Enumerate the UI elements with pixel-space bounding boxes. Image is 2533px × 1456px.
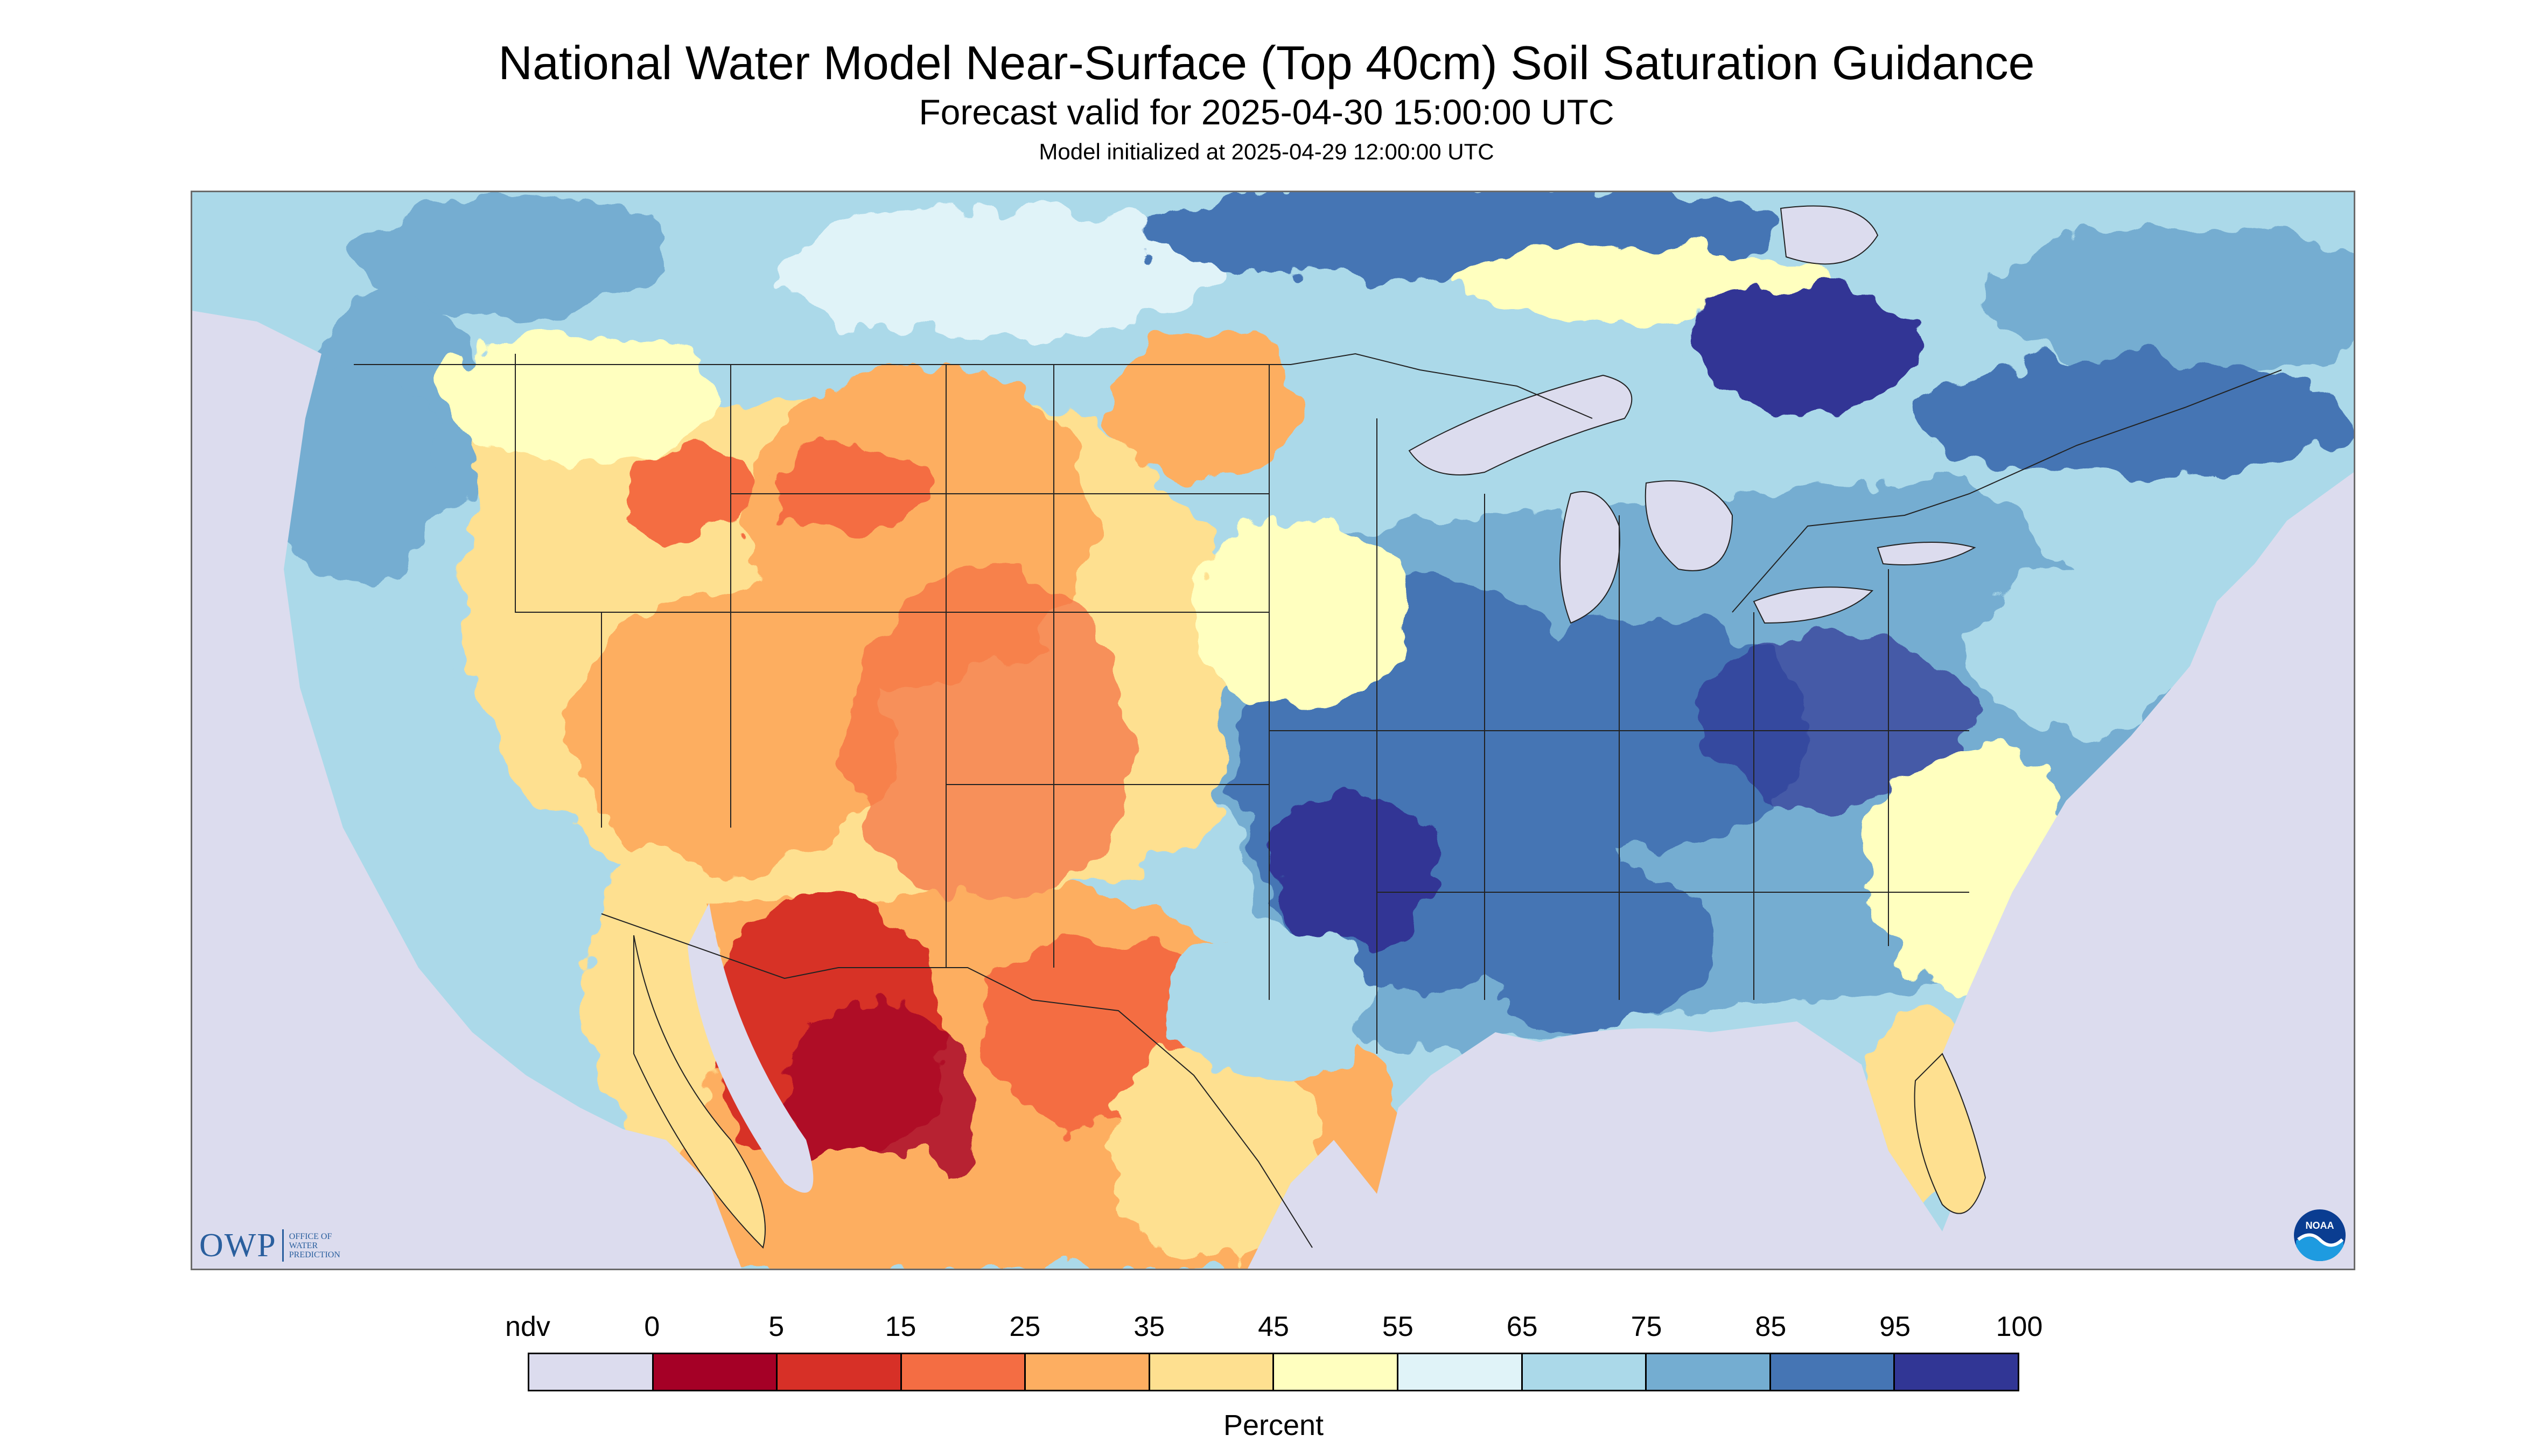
state-lines-central-east bbox=[1269, 365, 1889, 1054]
map-svg bbox=[192, 192, 2354, 1269]
noaa-logo-text: NOAA bbox=[2306, 1220, 2334, 1231]
legend-swatch bbox=[1895, 1354, 2018, 1390]
land-layer bbox=[192, 192, 2354, 1269]
forecast-valid-subtitle: Forecast valid for 2025-04-30 15:00:00 U… bbox=[919, 92, 1614, 132]
owp-logo-subtext: OFFICE OF WATER PREDICTION bbox=[289, 1232, 340, 1259]
legend-tick-label: 75 bbox=[1631, 1311, 1662, 1342]
soil-saturation-map bbox=[191, 191, 2355, 1270]
legend-swatch bbox=[1398, 1354, 1523, 1390]
owp-logo-line2: WATER bbox=[289, 1241, 318, 1250]
legend-swatch bbox=[1150, 1354, 1275, 1390]
state-lines-east-horizontal bbox=[1269, 730, 1969, 893]
owp-logo-line1: OFFICE OF bbox=[289, 1231, 332, 1241]
legend-tick-label: 100 bbox=[1996, 1311, 2043, 1342]
legend-tick-label: 35 bbox=[1133, 1311, 1165, 1342]
legend-bar bbox=[528, 1353, 2019, 1391]
legend-swatch bbox=[1274, 1354, 1399, 1390]
legend-swatch bbox=[529, 1354, 654, 1390]
noaa-logo: NOAA bbox=[2294, 1209, 2346, 1261]
legend-tick-label: ndv bbox=[505, 1311, 550, 1342]
gulf-of-california bbox=[688, 903, 814, 1193]
legend-unit-label: Percent bbox=[1223, 1409, 1324, 1441]
atlantic-ndv bbox=[2012, 494, 2354, 1269]
lake-ontario bbox=[1877, 542, 1976, 565]
florida-peninsula bbox=[1914, 1053, 1986, 1214]
lake-huron bbox=[1645, 480, 1733, 571]
us-mexico-border bbox=[601, 913, 1313, 1248]
legend-swatch bbox=[1026, 1354, 1150, 1390]
legend-tick-label: 45 bbox=[1258, 1311, 1289, 1342]
legend-swatch bbox=[901, 1354, 1026, 1390]
colorbar-legend: ndv 0 5 15 25 35 45 55 65 75 85 95 100 Percent bbox=[505, 1303, 2042, 1454]
pacific-ndv-arc bbox=[192, 569, 494, 1269]
noaa-logo-gull bbox=[2297, 1233, 2344, 1247]
lake-erie bbox=[1753, 586, 1874, 624]
legend-swatch bbox=[1647, 1354, 1771, 1390]
political-borders bbox=[354, 353, 2282, 1248]
legend-tick-label: 15 bbox=[885, 1311, 916, 1342]
baja-california bbox=[633, 935, 766, 1249]
legend-tick-label: 95 bbox=[1879, 1311, 1911, 1342]
lake-michigan bbox=[1559, 491, 1620, 624]
owp-logo-divider bbox=[282, 1229, 284, 1262]
lake-nipigon bbox=[1780, 205, 1879, 265]
map-title: National Water Model Near-Surface (Top 4… bbox=[498, 36, 2035, 89]
owp-logo: OWP OFFICE OF WATER PREDICTION bbox=[199, 1227, 340, 1264]
legend-tick-label: 0 bbox=[644, 1311, 660, 1342]
legend-tick-label: 65 bbox=[1506, 1311, 1538, 1342]
state-lines-horizontal bbox=[515, 493, 1269, 785]
owp-logo-letters: OWP bbox=[199, 1227, 277, 1264]
us-canada-border-east bbox=[1732, 369, 2282, 613]
gulf-of-mexico bbox=[1377, 1028, 1888, 1269]
legend-swatch bbox=[1771, 1354, 1895, 1390]
legend-swatch bbox=[653, 1354, 778, 1390]
legend-swatch bbox=[778, 1354, 902, 1390]
legend-tick-label: 55 bbox=[1382, 1311, 1414, 1342]
legend-tick-label: 25 bbox=[1009, 1311, 1041, 1342]
legend-tick-label: 5 bbox=[768, 1311, 785, 1342]
state-lines-west bbox=[730, 365, 1054, 968]
owp-logo-line3: PREDICTION bbox=[289, 1250, 340, 1259]
lake-superior bbox=[1408, 374, 1633, 475]
noaa-logo-wave bbox=[2296, 1236, 2343, 1261]
legend-swatch bbox=[1522, 1354, 1647, 1390]
model-init-subtitle: Model initialized at 2025-04-29 12:00:00… bbox=[1039, 139, 1494, 164]
legend-tick-label: 85 bbox=[1755, 1311, 1787, 1342]
